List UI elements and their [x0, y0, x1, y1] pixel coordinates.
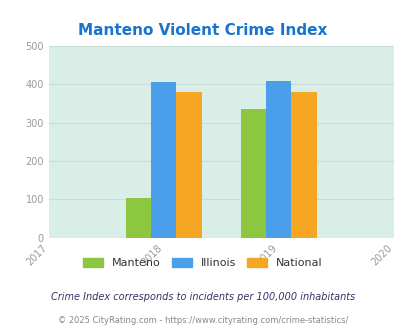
Bar: [176, 92, 201, 238]
Text: Manteno Violent Crime Index: Manteno Violent Crime Index: [78, 23, 327, 38]
Text: © 2025 CityRating.com - https://www.cityrating.com/crime-statistics/: © 2025 CityRating.com - https://www.city…: [58, 315, 347, 325]
Bar: [151, 82, 176, 238]
Legend: Manteno, Illinois, National: Manteno, Illinois, National: [79, 253, 326, 273]
Bar: [266, 81, 291, 238]
Bar: [240, 109, 266, 238]
Text: Crime Index corresponds to incidents per 100,000 inhabitants: Crime Index corresponds to incidents per…: [51, 292, 354, 302]
Bar: [291, 92, 316, 238]
Bar: [126, 198, 151, 238]
